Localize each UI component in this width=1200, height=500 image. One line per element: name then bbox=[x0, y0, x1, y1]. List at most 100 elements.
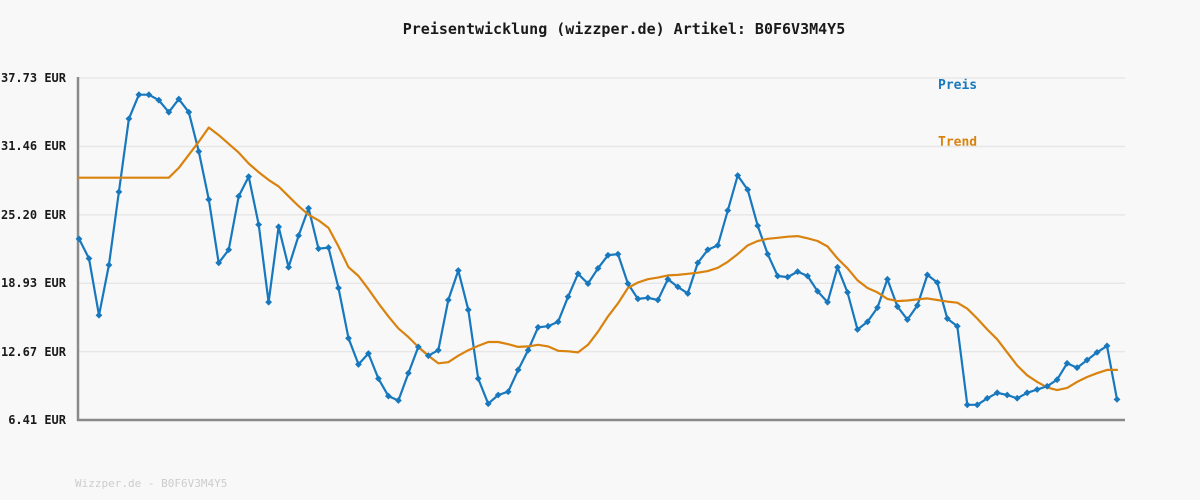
preis-marker bbox=[245, 173, 253, 181]
preis-marker bbox=[305, 204, 312, 212]
preis-marker bbox=[694, 259, 702, 267]
preis-marker bbox=[874, 304, 881, 312]
preis-marker bbox=[933, 279, 941, 286]
preis-marker bbox=[414, 343, 422, 351]
preis-marker bbox=[315, 245, 322, 253]
preis-marker bbox=[654, 296, 662, 304]
preis-marker bbox=[444, 296, 452, 304]
preis-marker bbox=[195, 148, 203, 155]
preis-marker bbox=[774, 272, 782, 280]
y-axis-tick-label: 12.67 EUR bbox=[0, 344, 66, 359]
preis-marker bbox=[484, 400, 492, 408]
preis-marker bbox=[494, 391, 502, 399]
preis-marker bbox=[684, 290, 692, 297]
preis-marker bbox=[854, 326, 861, 333]
preis-marker bbox=[564, 293, 572, 301]
preis-marker bbox=[255, 221, 263, 229]
preis-marker bbox=[814, 287, 821, 295]
preis-marker bbox=[225, 246, 233, 254]
preis-marker bbox=[864, 318, 871, 326]
preis-marker bbox=[1103, 342, 1111, 350]
preis-marker bbox=[145, 91, 153, 99]
preis-marker bbox=[1083, 356, 1091, 364]
preis-marker bbox=[394, 397, 402, 404]
preis-marker bbox=[95, 311, 103, 319]
y-axis-tick-label: 18.93 EUR bbox=[0, 276, 66, 291]
preis-marker bbox=[584, 280, 592, 288]
preis-marker bbox=[1093, 349, 1101, 356]
preis-marker bbox=[115, 188, 123, 196]
preis-marker bbox=[943, 315, 951, 322]
trend-line bbox=[77, 126, 1119, 392]
preis-marker bbox=[265, 298, 273, 306]
preis-marker bbox=[804, 272, 811, 280]
preis-marker bbox=[355, 361, 362, 368]
chart-title: Preisentwicklung (wizzper.de) Artikel: B… bbox=[402, 20, 846, 38]
preis-marker bbox=[524, 346, 532, 354]
preis-marker bbox=[1053, 376, 1061, 384]
preis-marker bbox=[125, 115, 133, 123]
preis-marker bbox=[724, 207, 732, 214]
y-axis-tick-label: 25.20 EUR bbox=[0, 207, 66, 222]
preis-marker bbox=[85, 255, 93, 262]
y-axis-tick-label: 31.46 EUR bbox=[0, 139, 66, 154]
preis-marker bbox=[165, 108, 173, 116]
preis-marker bbox=[764, 250, 772, 258]
preis-marker bbox=[155, 96, 163, 104]
preis-marker bbox=[135, 91, 143, 99]
preis-marker bbox=[604, 251, 612, 259]
preis-marker bbox=[504, 388, 512, 396]
watermark-text: Wizzper.de - B0F6V3M4Y5 bbox=[75, 477, 228, 490]
preis-marker bbox=[824, 298, 831, 306]
preis-marker bbox=[904, 316, 911, 324]
preis-marker bbox=[734, 172, 742, 179]
preis-marker bbox=[1033, 386, 1041, 393]
preis-marker bbox=[205, 196, 213, 203]
preis-marker bbox=[844, 288, 851, 296]
preis-marker bbox=[1013, 394, 1021, 402]
preis-marker bbox=[754, 222, 762, 230]
legend-item-preis: Preis bbox=[938, 78, 978, 93]
preis-marker bbox=[404, 369, 412, 377]
preis-marker bbox=[105, 261, 113, 269]
preis-marker bbox=[325, 244, 332, 251]
preis-marker bbox=[235, 192, 243, 200]
preis-marker bbox=[464, 306, 472, 314]
y-axis-tick-label: 37.73 EUR bbox=[0, 71, 66, 85]
preis-marker bbox=[884, 275, 891, 283]
preis-marker bbox=[614, 250, 622, 258]
preis-marker bbox=[345, 334, 352, 342]
preis-marker bbox=[185, 108, 193, 116]
preis-marker bbox=[215, 259, 223, 267]
preis-marker bbox=[634, 295, 642, 303]
preis-marker bbox=[894, 303, 901, 310]
preis-marker bbox=[554, 318, 562, 326]
preis-marker bbox=[375, 375, 382, 383]
preis-marker bbox=[295, 232, 302, 239]
preis-marker bbox=[1003, 391, 1011, 399]
preis-marker bbox=[285, 263, 292, 271]
preis-marker bbox=[574, 270, 582, 278]
preis-marker bbox=[624, 280, 632, 288]
preis-marker bbox=[514, 366, 522, 374]
preis-marker bbox=[544, 322, 552, 330]
preis-marker bbox=[474, 375, 482, 383]
preis-marker bbox=[385, 392, 392, 400]
preis-marker bbox=[1023, 389, 1031, 397]
y-axis-tick-label: 6.41 EUR bbox=[8, 413, 66, 427]
preis-marker bbox=[983, 394, 991, 402]
preis-marker bbox=[335, 284, 342, 292]
preis-marker bbox=[1063, 359, 1071, 367]
preis-marker bbox=[923, 271, 931, 279]
preis-marker bbox=[175, 95, 183, 103]
preis-marker bbox=[664, 275, 672, 283]
preis-marker bbox=[674, 283, 682, 291]
preis-marker bbox=[594, 264, 602, 272]
preis-marker bbox=[275, 223, 283, 231]
preis-marker bbox=[963, 401, 971, 409]
preis-marker bbox=[953, 322, 961, 330]
preis-marker bbox=[784, 273, 792, 281]
preis-marker bbox=[794, 268, 802, 276]
